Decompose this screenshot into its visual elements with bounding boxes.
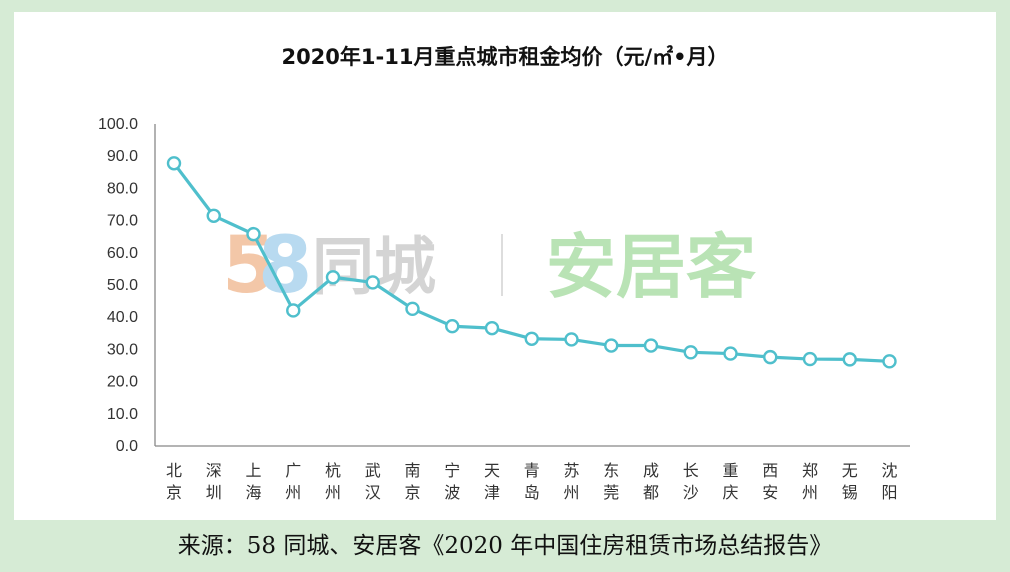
data-point [802,351,818,367]
source-caption: 来源：58 同城、安居客《2020 年中国住房租赁市场总结报告》 [177,533,833,559]
x-tick-label: 东莞 [603,461,619,502]
x-tick-label: 南京 [404,461,420,502]
watermark: 5 8 同城 安居客 [222,221,756,311]
data-point [246,226,261,242]
y-tick-label: 0.0 [116,438,138,455]
data-point [166,156,182,171]
x-tick-label: 上海 [245,461,261,502]
data-point [524,331,539,346]
x-tick-label: 沈阳 [881,461,897,502]
y-tick-label: 30.0 [107,341,138,358]
data-point [206,208,221,223]
x-tick-label: 郑州 [802,461,818,502]
data-point [365,275,380,290]
y-tick-label: 60.0 [107,245,138,262]
line-chart: 5 8 同城 安居客 2020年1-11月重点城市租金均价（元/㎡•月） 100… [98,45,910,502]
data-point [484,320,500,336]
x-tick-label: 成都 [643,461,659,502]
x-tick-label: 无锡 [842,461,858,502]
y-tick-label: 70.0 [107,213,138,230]
watermark-58-name: 同城 [312,230,436,303]
x-tick-label: 长沙 [683,461,699,502]
data-point [842,352,857,367]
data-point [325,270,341,285]
y-tick-label: 90.0 [107,148,138,165]
y-tick-label: 20.0 [107,374,138,391]
data-point [564,332,579,347]
data-point [286,303,301,318]
y-tick-label: 100.0 [98,116,138,133]
y-tick-label: 50.0 [107,277,138,294]
data-point [445,319,460,334]
watermark-ajk: 安居客 [546,226,756,308]
chart-title: 2020年1-11月重点城市租金均价（元/㎡•月） [281,45,728,69]
data-point [683,345,698,360]
x-tick-label: 杭州 [325,461,341,502]
x-tick-label: 武汉 [365,461,381,502]
data-point [405,301,420,317]
y-tick-label: 10.0 [107,406,138,423]
y-tick-labels: 100.0 90.0 80.0 70.0 60.0 50.0 40.0 30.0 20.0 10.… [98,116,138,455]
y-tick-label: 40.0 [107,309,138,326]
data-points [166,156,897,369]
data-point [604,338,619,353]
x-tick-label: 广州 [285,461,301,502]
y-tick-label: 80.0 [107,180,138,197]
x-tick-label: 苏州 [563,461,579,502]
data-point [723,346,738,361]
x-tick-label: 青岛 [524,461,540,502]
chart-panel: 5 8 同城 安居客 2020年1-11月重点城市租金均价（元/㎡•月） 100… [14,12,996,520]
x-tick-label: 北京 [166,461,182,502]
x-tick-label: 天津 [484,461,500,502]
x-tick-label: 重庆 [722,461,738,502]
x-tick-label: 西安 [762,461,778,502]
x-tick-label: 宁波 [444,461,460,502]
data-point [763,349,778,365]
data-point [643,338,659,353]
x-tick-label: 深圳 [206,461,222,502]
data-point [882,354,897,369]
